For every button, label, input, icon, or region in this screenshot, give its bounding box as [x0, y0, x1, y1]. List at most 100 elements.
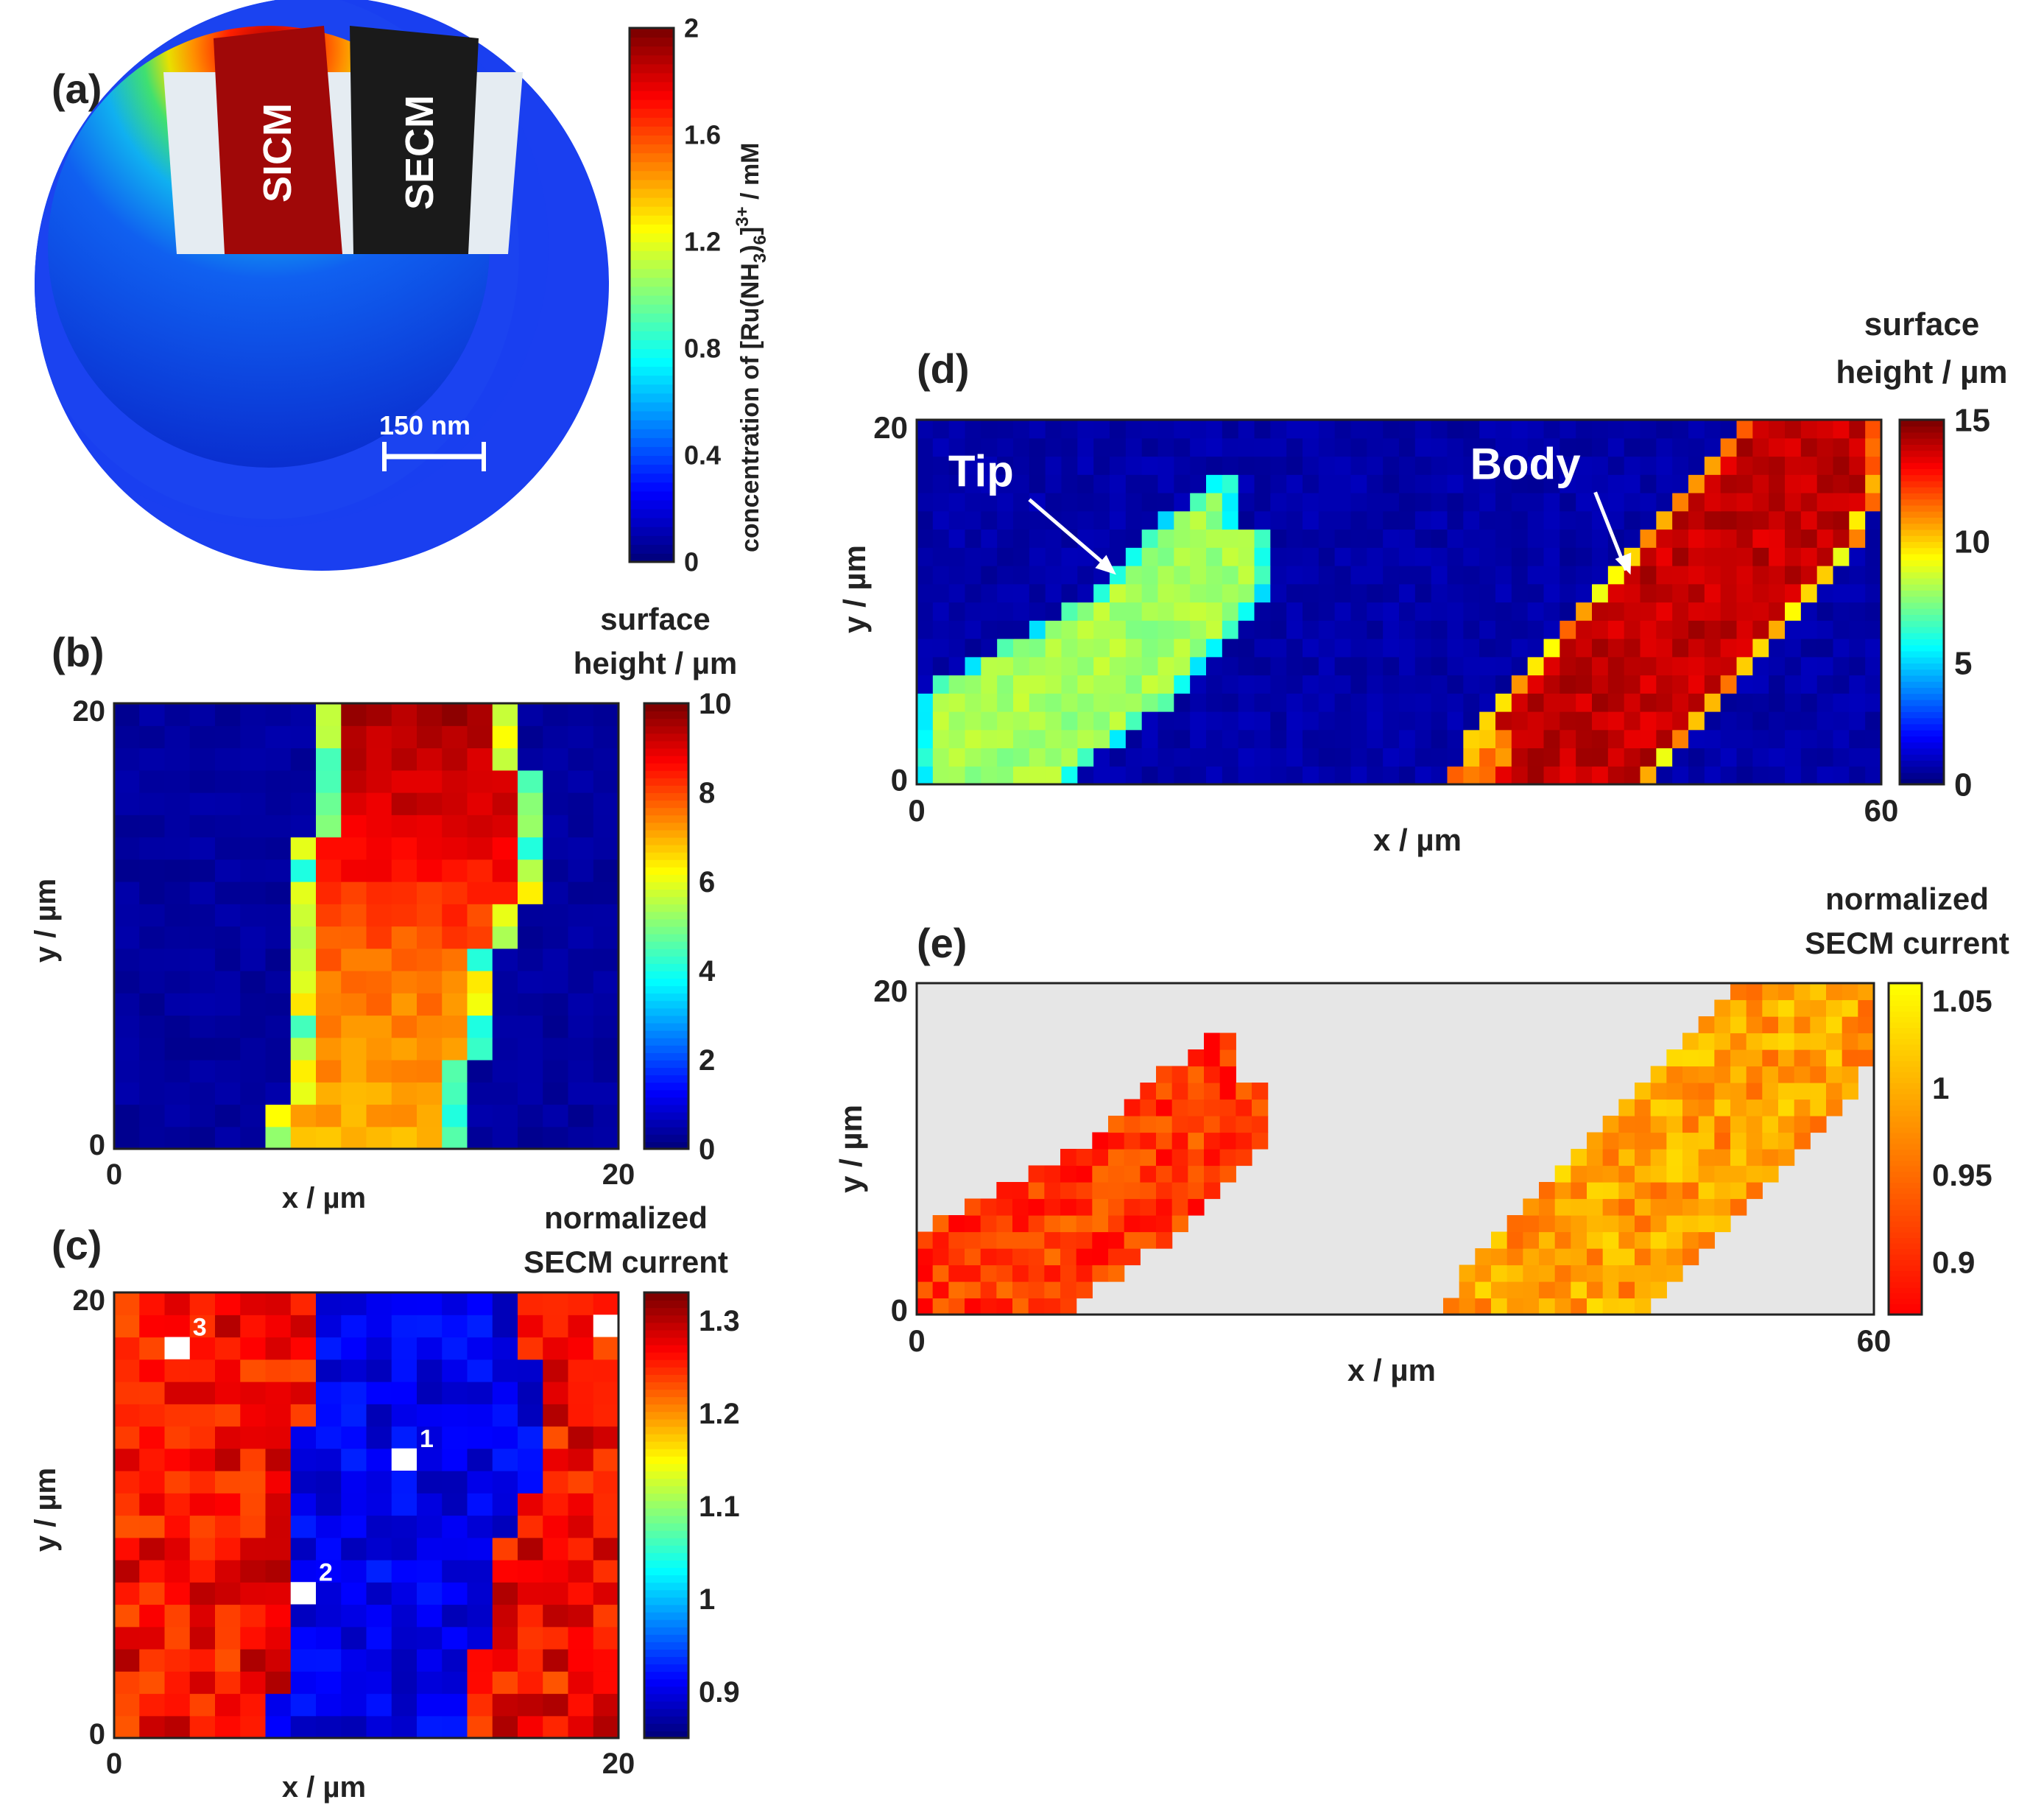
heatmap-e-cell [1810, 999, 1827, 1017]
heatmap-b-cell [265, 1060, 292, 1083]
heatmap-c-cell [442, 1448, 468, 1471]
heatmap-d-cell [1206, 420, 1223, 439]
heatmap-e-cell [1778, 1099, 1795, 1116]
colorbar-c-segment [644, 1382, 688, 1390]
heatmap-d-cell [1367, 566, 1384, 585]
colorbar-b-segment [644, 896, 688, 905]
colorbar-e-segment [1889, 1005, 1922, 1012]
heatmap-d-cell [1672, 620, 1689, 639]
heatmap-e-cell [1188, 1116, 1205, 1133]
heatmap-d-cell [1785, 602, 1802, 621]
heatmap-e-cell [1012, 1298, 1029, 1315]
heatmap-c-cell [366, 1537, 392, 1561]
heatmap-d-cell [1592, 766, 1609, 785]
colorbar-e-segment [1889, 1226, 1922, 1233]
heatmap-c-cell [341, 1315, 367, 1338]
colorbar-a-segment [630, 161, 674, 172]
heatmap-e-cell [1762, 1032, 1779, 1050]
heatmap-c-cell [417, 1715, 443, 1739]
colorbar-d-tick: 5 [1954, 645, 1972, 681]
heatmap-d-cell [1592, 747, 1609, 767]
heatmap-d-cell [1414, 420, 1432, 439]
heatmap-d-cell [1543, 747, 1560, 767]
heatmap-c-cell [593, 1582, 619, 1605]
heatmap-c-cell [189, 1337, 216, 1360]
colorbar-e-segment [1889, 1237, 1922, 1244]
heatmap-e-cell [1635, 1215, 1652, 1233]
heatmap-e-cell [1076, 1248, 1093, 1266]
heatmap-d-cell [1543, 510, 1560, 530]
heatmap-d-cell [1592, 693, 1609, 712]
heatmap-c-cell [114, 1515, 140, 1538]
heatmap-d-cell [1656, 456, 1673, 475]
heatmap-d-cell [1350, 675, 1367, 694]
heatmap-d-cell [1254, 638, 1271, 658]
heatmap-d-cell [1624, 510, 1641, 530]
heatmap-d-cell [1656, 547, 1673, 566]
heatmap-c-cell [240, 1604, 267, 1628]
heatmap-c-cell [341, 1493, 367, 1516]
heatmap-b-cell [366, 770, 392, 793]
colorbar-e-segment [1889, 1121, 1922, 1127]
heatmap-e-cell [996, 1182, 1013, 1200]
heatmap-e-cell [1523, 1264, 1540, 1282]
heatmap-e-cell [1539, 1264, 1556, 1282]
heatmap-d-cell [1736, 493, 1753, 512]
heatmap-d-cell [1624, 420, 1641, 439]
colorbar-a-segment [630, 508, 674, 518]
heatmap-c-cell [189, 1471, 216, 1493]
heatmap-d-cell [1125, 711, 1143, 731]
heatmap-d-cell [1318, 729, 1336, 749]
heatmap-b-cell [492, 1082, 518, 1105]
heatmap-d-cell [932, 493, 950, 512]
heatmap-e-cell [1826, 1099, 1843, 1116]
heatmap-b-cell [467, 859, 493, 882]
heatmap-e-cell [1171, 1215, 1188, 1233]
heatmap-e-cell [1012, 1281, 1029, 1299]
heatmap-d-cell [1367, 675, 1384, 694]
heatmap-c-cell [593, 1560, 619, 1583]
heatmap-e-cell [1602, 1248, 1619, 1266]
heatmap-d-cell [1656, 493, 1673, 512]
heatmap-e-cell [1666, 1099, 1683, 1116]
heatmap-d-cell [1527, 747, 1545, 767]
colorbar-d-segment [1900, 462, 1944, 469]
heatmap-d-cell [1816, 420, 1834, 439]
heatmap-d-cell [1093, 766, 1110, 785]
colorbar-d-segment [1900, 693, 1944, 700]
heatmap-e-cell [932, 1281, 949, 1299]
heatmap-e-cell [1092, 1248, 1109, 1266]
heatmap-d-cell [1527, 729, 1545, 749]
heatmap-b-cell [442, 792, 468, 815]
heatmap-d-cell [1849, 420, 1866, 439]
colorbar-a-segment [630, 384, 674, 394]
heatmap-d-cell [1833, 420, 1850, 439]
heatmap-d-cell [1688, 510, 1705, 530]
heatmap-b-cell [391, 1082, 417, 1105]
heatmap-b-cell [366, 725, 392, 749]
heatmap-c-cell [164, 1359, 191, 1382]
heatmap-d-cell [1125, 638, 1143, 658]
heatmap-e-cell [1635, 1281, 1652, 1299]
heatmap-c-cell [215, 1404, 241, 1427]
heatmap-c-cell [417, 1315, 443, 1338]
heatmap-d-cell [1303, 638, 1319, 658]
heatmap-d-cell [1077, 729, 1094, 749]
heatmap-d-cell [1045, 602, 1062, 621]
heatmap-b-cell [114, 770, 140, 793]
heatmap-d-cell [1704, 529, 1721, 548]
heatmap-e-cell [1459, 1264, 1476, 1282]
heatmap-c-cell [290, 1671, 317, 1695]
heatmap-d-cell [1045, 456, 1062, 475]
heatmap-c-cell [215, 1448, 241, 1471]
heatmap-e-cell [965, 1264, 982, 1282]
sicm-label: SICM [256, 103, 300, 203]
heatmap-d-cell [1688, 729, 1705, 749]
heatmap-d-cell [1543, 493, 1560, 512]
heatmap-d-cell [1816, 493, 1834, 512]
heatmap-e-cell [1650, 1149, 1667, 1167]
heatmap-c-cell [593, 1382, 619, 1404]
heatmap-d-cell [1592, 675, 1609, 694]
heatmap-b-cell [215, 926, 241, 949]
